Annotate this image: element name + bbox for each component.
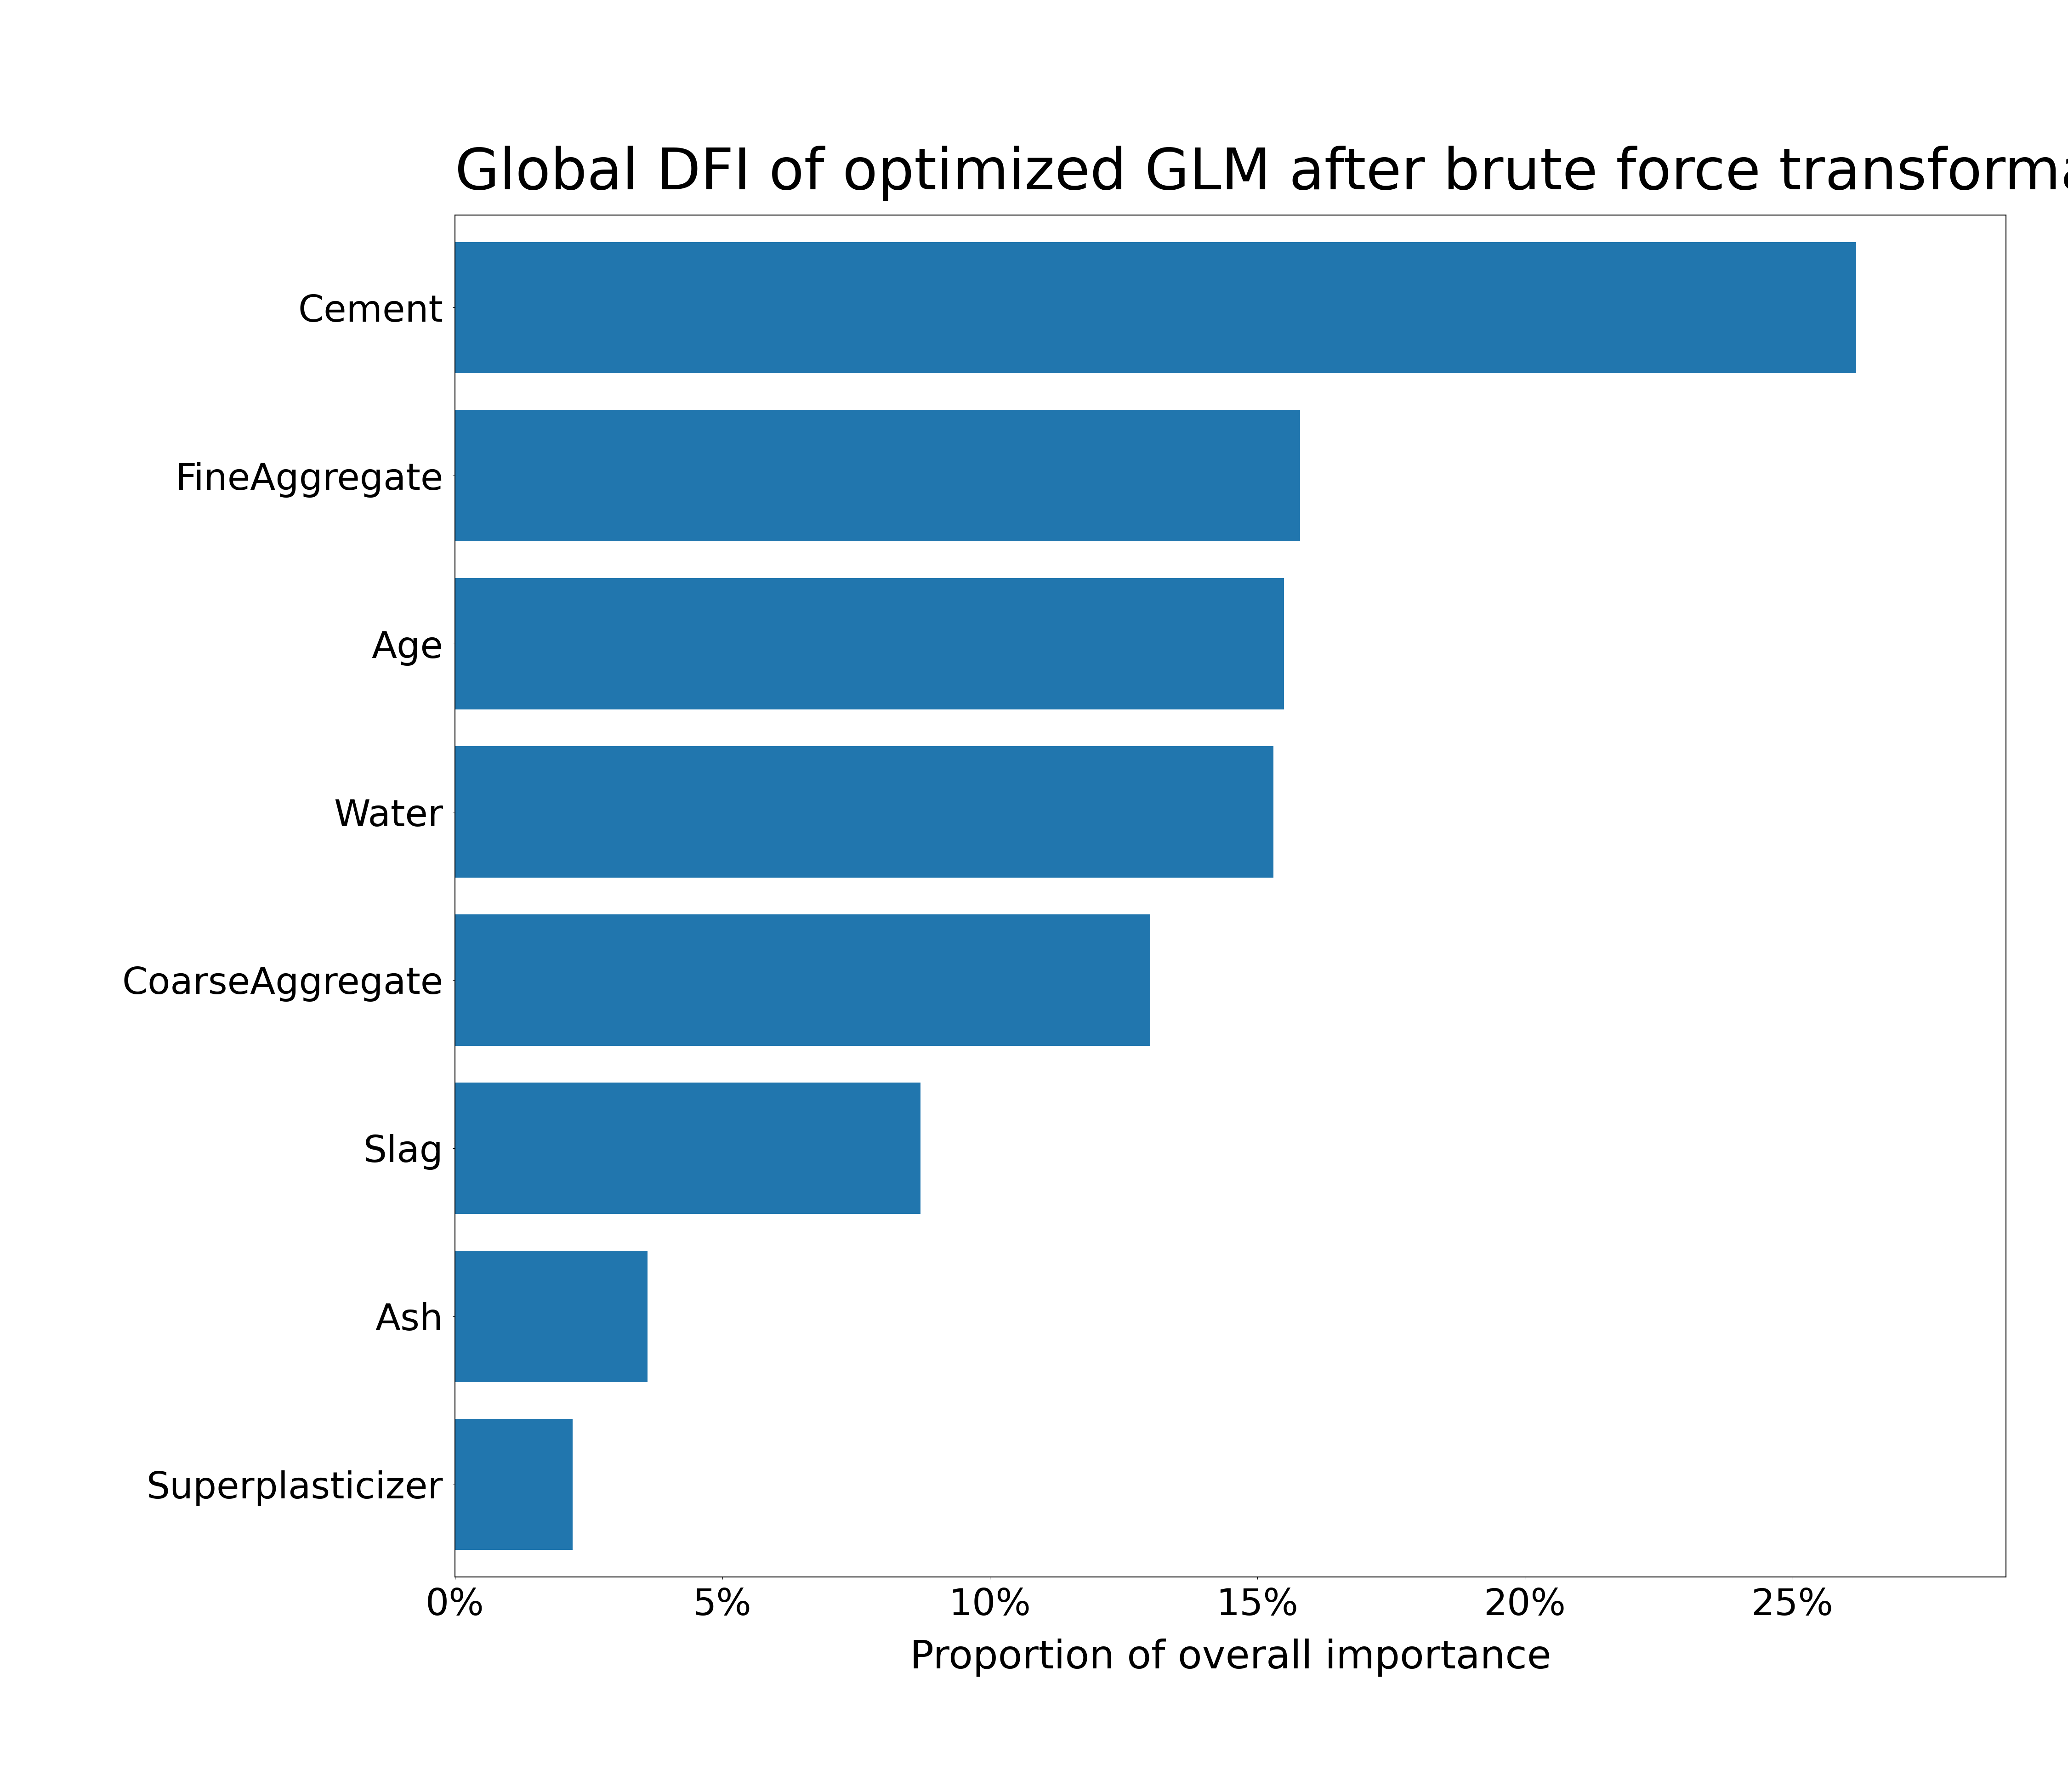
Bar	[455, 579, 1284, 710]
Bar	[455, 410, 1301, 541]
Bar	[455, 1251, 647, 1382]
Bar	[455, 914, 1150, 1047]
Bar	[455, 242, 1857, 373]
X-axis label: Proportion of overall importance: Proportion of overall importance	[910, 1638, 1551, 1677]
Bar	[455, 1419, 573, 1550]
Text: Global DFI of optimized GLM after brute force transformations: Global DFI of optimized GLM after brute …	[455, 145, 2068, 201]
Bar	[455, 1082, 920, 1213]
Bar	[455, 745, 1274, 878]
